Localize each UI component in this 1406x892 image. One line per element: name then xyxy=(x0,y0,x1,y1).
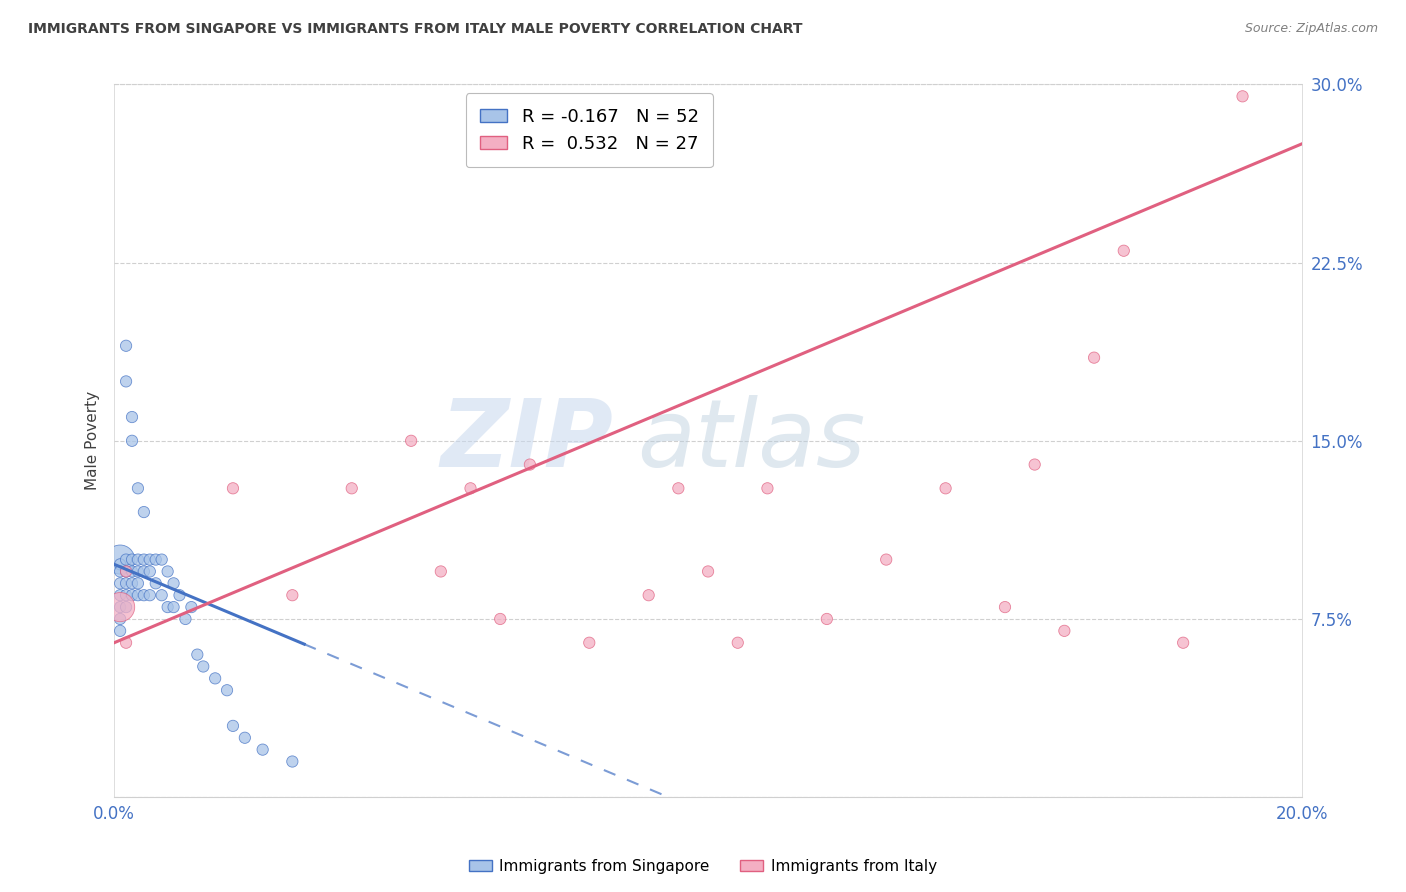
Point xyxy=(193,659,215,673)
Point xyxy=(108,565,131,579)
Point xyxy=(108,600,131,615)
Legend: Immigrants from Singapore, Immigrants from Italy: Immigrants from Singapore, Immigrants fr… xyxy=(463,853,943,880)
Point xyxy=(156,565,179,579)
Point xyxy=(115,565,138,579)
Point xyxy=(127,588,149,602)
Point xyxy=(108,552,131,566)
Point xyxy=(519,458,541,472)
Point xyxy=(132,588,155,602)
Point xyxy=(186,648,208,662)
Point xyxy=(637,588,659,602)
Point xyxy=(115,552,138,566)
Point xyxy=(1053,624,1076,638)
Point xyxy=(115,375,138,389)
Point xyxy=(233,731,256,745)
Point xyxy=(145,576,167,591)
Point xyxy=(756,481,779,495)
Point xyxy=(1083,351,1105,365)
Point xyxy=(1232,89,1254,103)
Text: IMMIGRANTS FROM SINGAPORE VS IMMIGRANTS FROM ITALY MALE POVERTY CORRELATION CHAR: IMMIGRANTS FROM SINGAPORE VS IMMIGRANTS … xyxy=(28,22,803,37)
Point xyxy=(460,481,482,495)
Point xyxy=(222,719,245,733)
Point xyxy=(127,576,149,591)
Point xyxy=(180,600,202,615)
Point xyxy=(222,481,245,495)
Point xyxy=(204,671,226,685)
Point xyxy=(174,612,197,626)
Point xyxy=(108,576,131,591)
Point xyxy=(281,755,304,769)
Point xyxy=(430,565,453,579)
Point xyxy=(108,600,131,615)
Point xyxy=(108,612,131,626)
Point xyxy=(132,552,155,566)
Text: Source: ZipAtlas.com: Source: ZipAtlas.com xyxy=(1244,22,1378,36)
Legend: R = -0.167   N = 52, R =  0.532   N = 27: R = -0.167 N = 52, R = 0.532 N = 27 xyxy=(465,94,713,168)
Point xyxy=(935,481,957,495)
Point xyxy=(875,552,897,566)
Point xyxy=(139,552,162,566)
Point xyxy=(1024,458,1046,472)
Point xyxy=(489,612,512,626)
Point xyxy=(127,565,149,579)
Point xyxy=(121,410,143,425)
Point xyxy=(132,505,155,519)
Point xyxy=(252,742,274,756)
Point xyxy=(127,481,149,495)
Point xyxy=(169,588,191,602)
Point xyxy=(115,339,138,353)
Point xyxy=(145,552,167,566)
Point xyxy=(121,434,143,448)
Point xyxy=(121,565,143,579)
Point xyxy=(150,588,173,602)
Point xyxy=(127,552,149,566)
Point xyxy=(727,636,749,650)
Point xyxy=(115,576,138,591)
Point xyxy=(139,565,162,579)
Point xyxy=(1112,244,1135,258)
Point xyxy=(121,552,143,566)
Point xyxy=(162,576,184,591)
Point xyxy=(1171,636,1194,650)
Point xyxy=(281,588,304,602)
Point xyxy=(815,612,838,626)
Point xyxy=(121,588,143,602)
Point xyxy=(121,576,143,591)
Point xyxy=(108,624,131,638)
Point xyxy=(115,565,138,579)
Text: atlas: atlas xyxy=(637,395,865,486)
Point xyxy=(139,588,162,602)
Point xyxy=(108,588,131,602)
Point xyxy=(115,636,138,650)
Text: ZIP: ZIP xyxy=(440,395,613,487)
Point xyxy=(156,600,179,615)
Point xyxy=(108,558,131,572)
Point xyxy=(115,588,138,602)
Point xyxy=(994,600,1017,615)
Point xyxy=(150,552,173,566)
Point xyxy=(578,636,600,650)
Point xyxy=(399,434,422,448)
Point xyxy=(666,481,689,495)
Point xyxy=(215,683,238,698)
Point xyxy=(132,565,155,579)
Point xyxy=(115,600,138,615)
Y-axis label: Male Poverty: Male Poverty xyxy=(86,392,100,491)
Point xyxy=(162,600,184,615)
Point xyxy=(340,481,363,495)
Point xyxy=(697,565,720,579)
